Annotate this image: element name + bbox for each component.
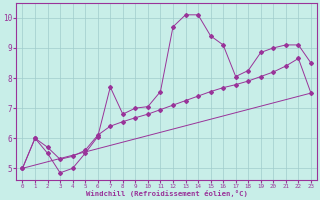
- X-axis label: Windchill (Refroidissement éolien,°C): Windchill (Refroidissement éolien,°C): [86, 190, 248, 197]
